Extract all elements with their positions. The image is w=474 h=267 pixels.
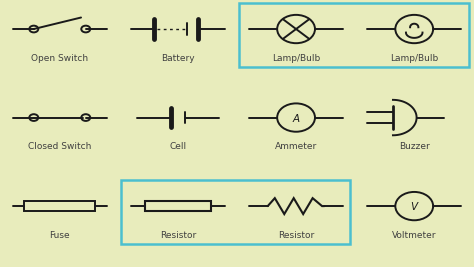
Circle shape: [81, 26, 90, 32]
Text: Fuse: Fuse: [49, 231, 70, 240]
Text: A: A: [292, 114, 300, 124]
Text: Resistor: Resistor: [160, 231, 196, 240]
Text: Open Switch: Open Switch: [31, 54, 88, 63]
Text: Resistor: Resistor: [278, 231, 314, 240]
Circle shape: [29, 114, 38, 121]
Text: Voltmeter: Voltmeter: [392, 231, 437, 240]
Text: Cell: Cell: [169, 142, 186, 151]
Text: Lamp/Bulb: Lamp/Bulb: [390, 54, 438, 63]
FancyBboxPatch shape: [24, 201, 95, 211]
Circle shape: [29, 26, 38, 32]
Circle shape: [277, 103, 315, 132]
Circle shape: [81, 114, 90, 121]
Text: Ammeter: Ammeter: [275, 142, 317, 151]
Text: V: V: [410, 202, 418, 212]
Text: Lamp/Bulb: Lamp/Bulb: [272, 54, 320, 63]
Circle shape: [395, 192, 433, 220]
Text: Closed Switch: Closed Switch: [28, 142, 91, 151]
FancyBboxPatch shape: [145, 201, 211, 211]
Text: Battery: Battery: [161, 54, 195, 63]
Text: Buzzer: Buzzer: [399, 142, 429, 151]
